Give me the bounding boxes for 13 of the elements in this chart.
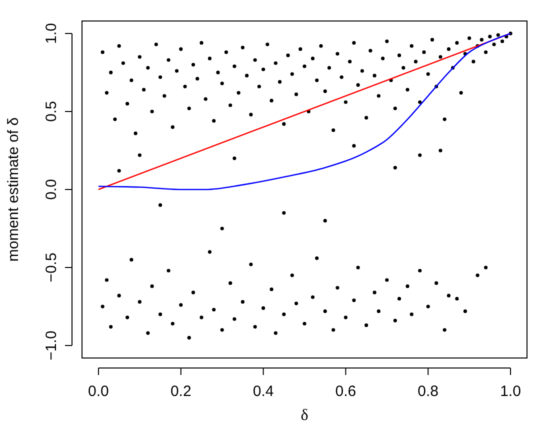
y-tick-label: −0.5 <box>43 252 60 282</box>
y-axis-title: moment estimate of δ <box>5 117 22 262</box>
y-tick-label: 0.0 <box>43 179 60 200</box>
y-tick-label: 1.0 <box>43 23 60 44</box>
x-tick-label: 1.0 <box>500 383 521 400</box>
x-axis-title: δ <box>300 407 308 424</box>
y-tick-label: −1.0 <box>43 330 60 360</box>
x-tick-label: 0.2 <box>170 383 192 400</box>
x-tick-label: 0.0 <box>88 383 109 400</box>
x-tick-label: 0.8 <box>418 383 439 400</box>
x-tick-label: 0.6 <box>335 383 356 400</box>
y-tick-label: 0.5 <box>43 101 60 122</box>
x-tick-label: 0.4 <box>252 383 274 400</box>
